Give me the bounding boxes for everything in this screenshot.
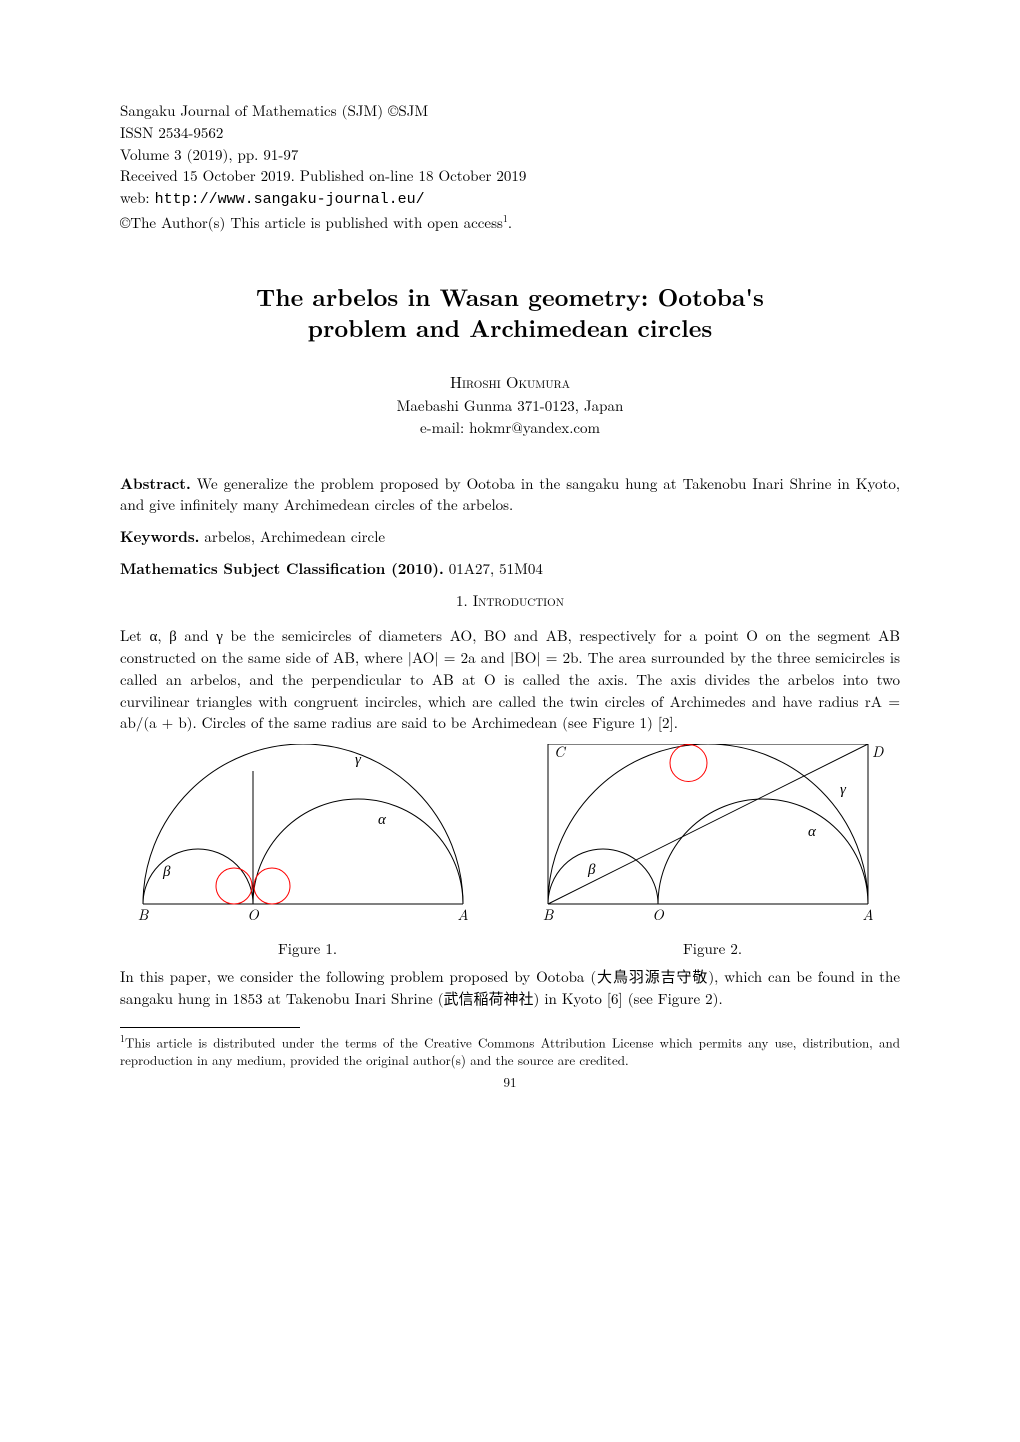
title-line1: The arbelos in Wasan geometry: Ootoba's [256, 280, 764, 314]
msc-label: Mathematics Subject Classification (2010… [120, 558, 444, 579]
figure-2-caption: Figure 2. [525, 938, 900, 960]
svg-text:γ: γ [840, 778, 847, 799]
hdr-line-5: web: http://www.sangaku-journal.eu/ [120, 187, 900, 211]
msc-block: Mathematics Subject Classification (2010… [120, 558, 900, 580]
figures-row: B O A β α γ Figure 1. [120, 744, 900, 960]
svg-text:D: D [872, 744, 884, 762]
svg-text:O: O [247, 904, 259, 925]
svg-text:C: C [554, 744, 567, 762]
footnote-separator [120, 1027, 300, 1028]
hdr-web-url: http://www.sangaku-journal.eu/ [155, 191, 425, 208]
svg-text:α: α [378, 808, 387, 829]
journal-header: Sangaku Journal of Mathematics (SJM) ©SJ… [120, 100, 900, 234]
para-1: Let α, β and γ be the semicircles of dia… [120, 625, 900, 734]
section-1-heading: 1. Introduction [120, 590, 900, 612]
abstract-label: Abstract. [120, 473, 191, 494]
svg-text:α: α [808, 820, 817, 841]
figure-2-wrap: B O A C D β α γ Figure 2. [525, 744, 900, 960]
hdr-web-prefix: web: [120, 187, 155, 208]
svg-text:β: β [162, 860, 171, 881]
title-line2: problem and Archimedean circles [308, 311, 713, 345]
hdr-line-2: ISSN 2534-9562 [120, 122, 900, 144]
hdr-line-4: Received 15 October 2019. Published on-l… [120, 165, 900, 187]
svg-text:β: β [587, 858, 596, 879]
abstract-text: We generalize the problem proposed by Oo… [120, 473, 900, 516]
svg-text:γ: γ [355, 748, 362, 769]
svg-text:B: B [137, 904, 148, 925]
hdr-line-3: Volume 3 (2019), pp. 91-97 [120, 144, 900, 166]
footnote-text: This article is distributed under the te… [120, 1033, 900, 1070]
hdr-line-6: ©The Author(s) This article is published… [120, 211, 900, 234]
affiliation-line2: e-mail: hokmr@yandex.com [120, 417, 900, 439]
keywords-block: Keywords. arbelos, Archimedean circle [120, 526, 900, 548]
footnote-1: 1This article is distributed under the t… [120, 1032, 900, 1068]
keywords-text: arbelos, Archimedean circle [199, 526, 385, 547]
hdr-copyright-text: ©The Author(s) This article is published… [120, 212, 503, 233]
keywords-label: Keywords. [120, 526, 199, 547]
figure-1-caption: Figure 1. [120, 938, 495, 960]
svg-text:B: B [542, 904, 553, 925]
figure-2-svg: B O A C D β α γ [528, 744, 898, 934]
abstract-block: Abstract. We generalize the problem prop… [120, 473, 900, 517]
hdr-line-1: Sangaku Journal of Mathematics (SJM) ©SJ… [120, 100, 900, 122]
svg-text:A: A [862, 904, 873, 925]
figure-1-svg: B O A β α γ [123, 744, 493, 934]
hdr-suffix: . [508, 212, 512, 233]
paper-title: The arbelos in Wasan geometry: Ootoba's … [120, 282, 900, 344]
svg-text:O: O [652, 904, 664, 925]
figure-1-wrap: B O A β α γ Figure 1. [120, 744, 495, 960]
para-2: In this paper, we consider the following… [120, 966, 900, 1010]
svg-text:A: A [457, 904, 468, 925]
msc-text: 01A27, 51M04 [444, 558, 543, 579]
page-number: 91 [120, 1073, 900, 1092]
author-name: Hiroshi Okumura [120, 370, 900, 393]
affiliation-line1: Maebashi Gunma 371-0123, Japan [120, 395, 900, 417]
